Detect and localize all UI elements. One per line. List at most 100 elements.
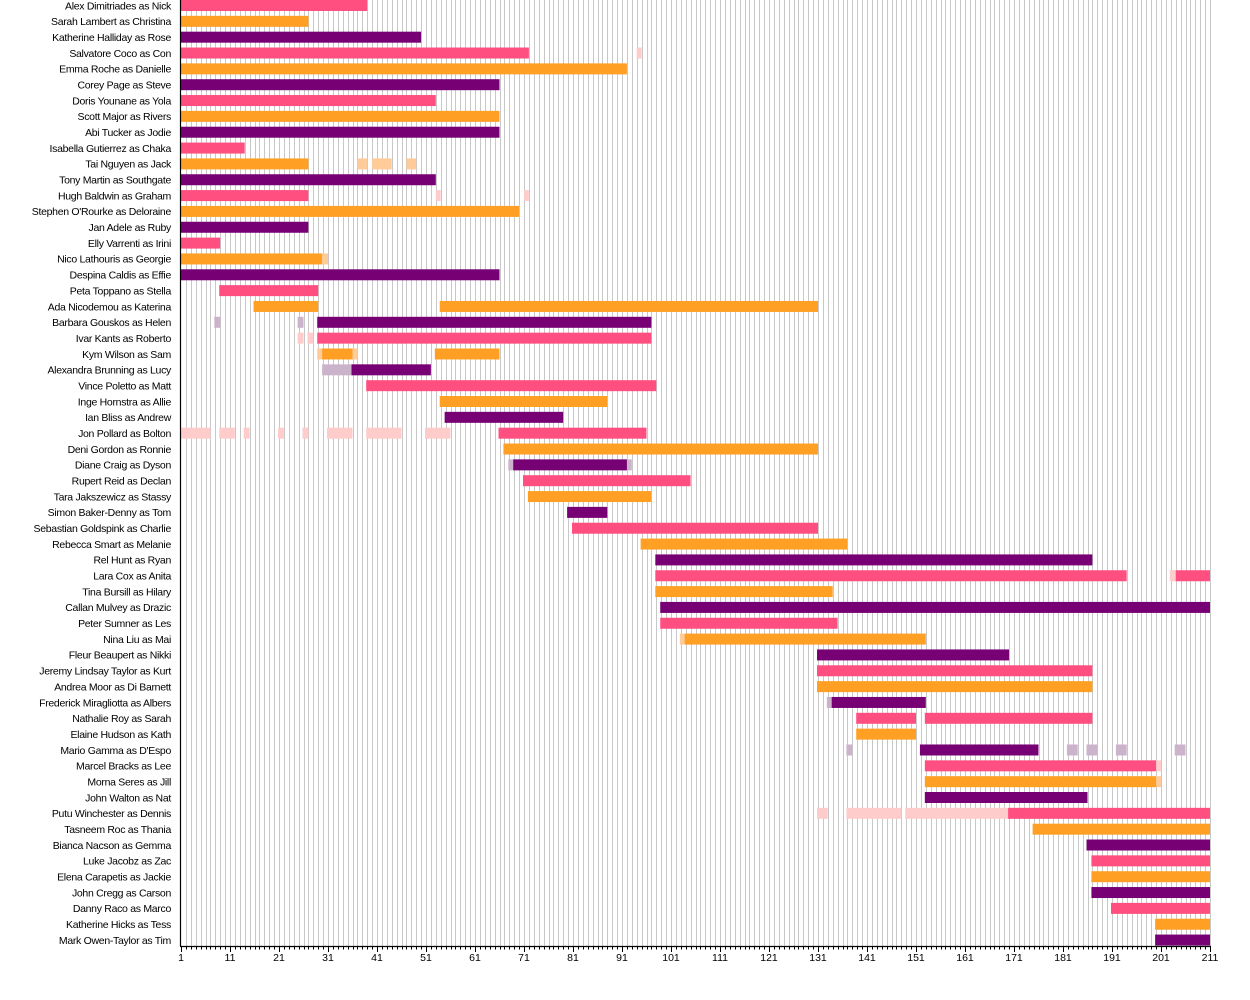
row: [1091, 871, 1210, 883]
bar-segment: [655, 570, 1127, 582]
row-label: Tasneem Roc as Thania: [64, 824, 171, 836]
row: [181, 427, 647, 439]
bar-segment-light: [625, 459, 632, 471]
bar-segment: [434, 348, 500, 360]
bar-segment: [317, 332, 652, 344]
bar-segment: [439, 396, 608, 407]
bar-segment: [181, 174, 436, 186]
bars: [181, 0, 1210, 946]
x-tick-label: 51: [420, 952, 432, 964]
bar-segment: [219, 285, 319, 297]
bar-segment-light: [322, 364, 353, 376]
bar-segment: [181, 95, 436, 107]
bar-segment-light: [1086, 744, 1098, 756]
bar-segment-light: [181, 427, 211, 439]
bar-segment-light: [278, 427, 284, 439]
row-label: Frederick Miragliotta as Albers: [39, 697, 171, 709]
bar-segment: [351, 364, 431, 376]
row: [846, 744, 1186, 756]
row-label: Salvatore Coco as Con: [69, 48, 171, 60]
row: [572, 522, 818, 534]
row-label: Danny Raco as Marco: [73, 903, 172, 915]
bar-segment: [181, 221, 309, 233]
bar-segment: [181, 47, 529, 59]
bar-segment: [513, 459, 627, 471]
row: [1086, 839, 1210, 851]
bar-segment: [181, 158, 309, 170]
row-label: Scott Major as Rivers: [78, 111, 172, 123]
row: [817, 665, 1093, 677]
bar-segment-light: [905, 807, 1010, 819]
row-label: Vince Poletto as Matt: [78, 380, 171, 392]
x-tick-label: 141: [858, 952, 876, 964]
row-label: John Walton as Nat: [85, 792, 171, 804]
bar-segment-light: [366, 427, 402, 439]
bar-segment: [181, 205, 520, 217]
x-tick-label: 131: [809, 952, 827, 964]
bar-segment: [640, 538, 848, 550]
bar-segment: [181, 269, 500, 281]
bar-segment: [817, 665, 1093, 677]
x-tick-label: 171: [1005, 952, 1023, 964]
bar-segment: [523, 475, 691, 487]
x-axis: 1 11 21 31 41 51 61 71 81 91 101 111 121 131 141 151 161…: [178, 0, 1219, 964]
row-label: Elaine Hudson as Kath: [70, 729, 171, 741]
row: [181, 47, 642, 59]
bar-segment: [924, 760, 1157, 772]
bar-segment-light: [243, 427, 250, 439]
row-label: Diane Craig as Dyson: [75, 460, 172, 472]
row-label: Tony Martin as Southgate: [59, 175, 171, 187]
row: [1155, 918, 1210, 930]
row-label: Tai Nguyen as Jack: [85, 159, 172, 171]
row-label: Marcel Bracks as Lee: [76, 761, 171, 773]
bar-segment: [181, 0, 368, 11]
x-tick-label: 201: [1152, 952, 1170, 964]
bar-segment: [1032, 823, 1210, 835]
bar-segment: [1086, 839, 1210, 851]
row-label: Ada Nicodemou as Katerina: [48, 301, 172, 313]
row: [181, 63, 627, 75]
row-label: Stephen O'Rourke as Deloraine: [32, 206, 172, 218]
row: [297, 332, 652, 344]
row: [523, 475, 691, 487]
row-label: Morna Seres as Jill: [87, 776, 171, 788]
x-tick-label: 21: [273, 952, 285, 964]
row-label: Nathalie Roy as Sarah: [72, 713, 171, 725]
bar-segment-light: [322, 253, 328, 265]
row: [660, 617, 838, 629]
row-label: Alex Dimitriades as Nick: [65, 0, 172, 12]
bar-segment-light: [508, 459, 515, 471]
row: [181, 190, 529, 202]
bar-segment-light: [317, 348, 324, 360]
row-label: Peta Toppano as Stella: [70, 285, 172, 297]
bar-segment: [527, 491, 652, 503]
bar-segment-light: [331, 427, 353, 439]
bar-segment: [817, 681, 1093, 693]
bar-segment-light: [357, 158, 368, 170]
row: [181, 158, 417, 170]
row: [439, 396, 608, 407]
row-label: Emma Roche as Danielle: [59, 64, 171, 76]
row-label: Nina Liu as Mai: [103, 634, 171, 646]
bar-segment-light: [1174, 744, 1186, 756]
bar-segment-light: [817, 807, 828, 819]
bar-segment: [1175, 570, 1210, 582]
bar-segment: [181, 79, 500, 91]
row: [655, 570, 1210, 582]
bar-segment-light: [826, 696, 833, 708]
bar-segment-light: [219, 427, 235, 439]
bar-segment: [1091, 887, 1210, 899]
row-label: Simon Baker-Denny as Tom: [48, 507, 172, 519]
row: [567, 506, 608, 518]
row: [181, 174, 436, 186]
row: [181, 79, 500, 91]
row-label: Ian Bliss as Andrew: [85, 412, 172, 424]
x-tick-label: 151: [907, 952, 925, 964]
row-label: Rel Hunt as Ryan: [94, 555, 172, 567]
row: [366, 380, 657, 392]
row: [444, 411, 564, 423]
bar-segment-light: [439, 427, 451, 439]
x-tick-label: 71: [518, 952, 530, 964]
bar-segment: [919, 744, 1039, 756]
